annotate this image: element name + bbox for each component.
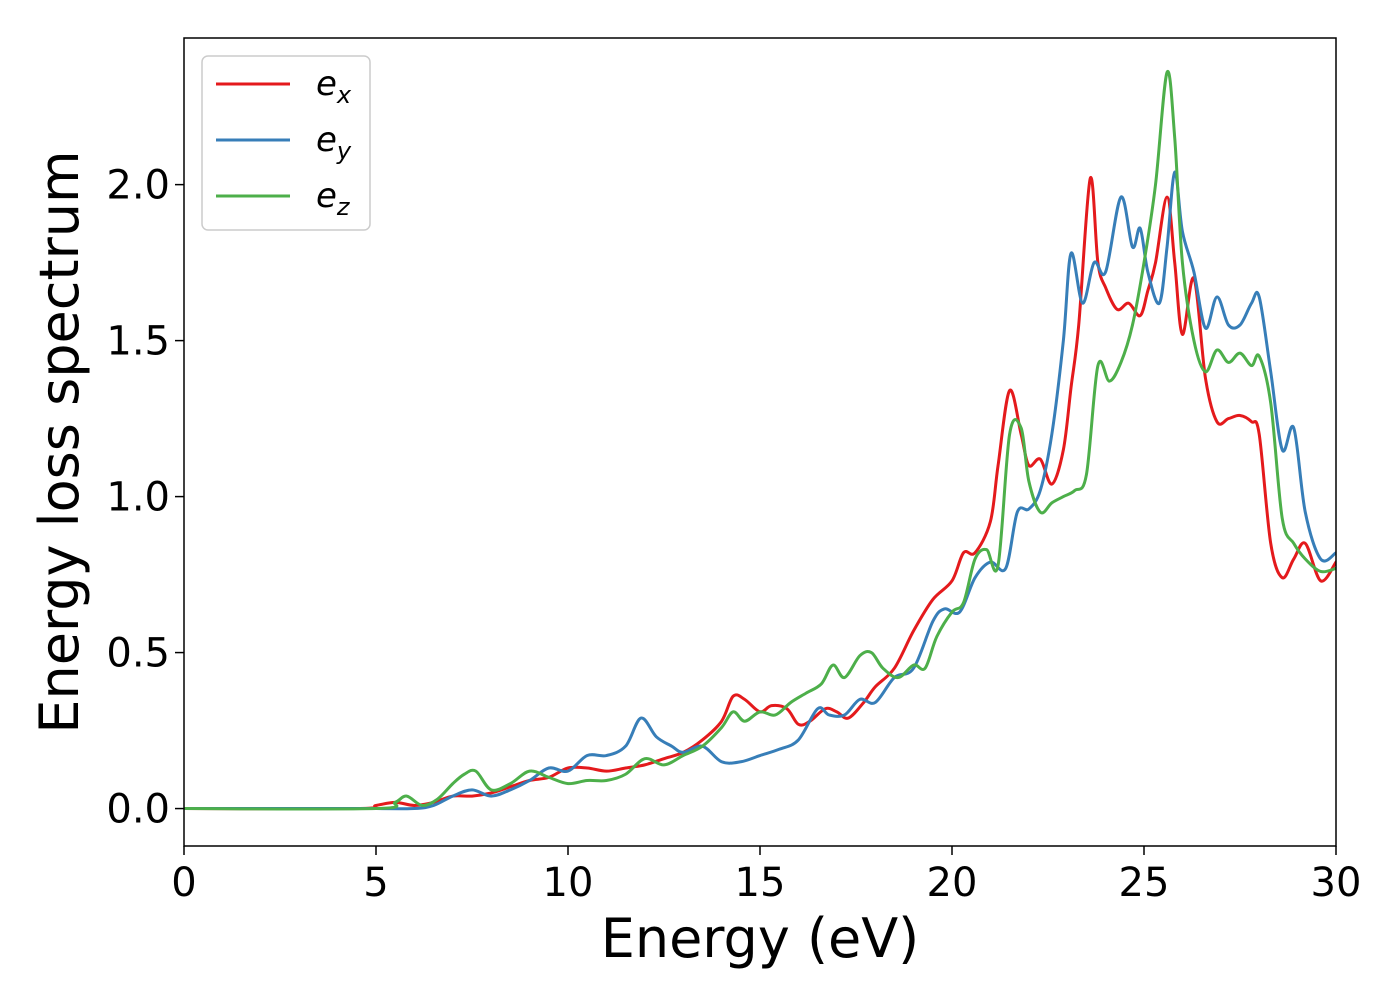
y-axis-label: Energy loss spectrum (28, 150, 91, 733)
y-tick-label: 0.0 (106, 787, 170, 833)
x-axis-ticks: 0 5 10 15 20 25 30 (171, 846, 1361, 906)
x-tick-label: 0 (171, 860, 196, 906)
x-tick-label: 10 (543, 860, 594, 906)
legend-label-y: ey (316, 120, 352, 165)
x-axis-label: Energy (eV) (601, 907, 920, 970)
x-tick-label: 30 (1311, 860, 1362, 906)
legend-frame (201, 55, 371, 231)
series-line-z (184, 69, 1336, 811)
series-layer (184, 69, 1336, 811)
y-tick-label: 1.5 (106, 319, 170, 365)
legend-label-x: ex (316, 64, 352, 109)
y-axis-ticks: 0.0 0.5 1.0 1.5 2.0 (106, 163, 184, 833)
x-tick-label: 5 (363, 860, 388, 906)
y-tick-label: 0.5 (106, 631, 170, 677)
x-tick-label: 15 (735, 860, 786, 906)
x-tick-label: 20 (927, 860, 978, 906)
x-tick-label: 25 (1119, 860, 1170, 906)
y-tick-label: 2.0 (106, 163, 170, 209)
y-tick-label: 1.0 (106, 475, 170, 521)
